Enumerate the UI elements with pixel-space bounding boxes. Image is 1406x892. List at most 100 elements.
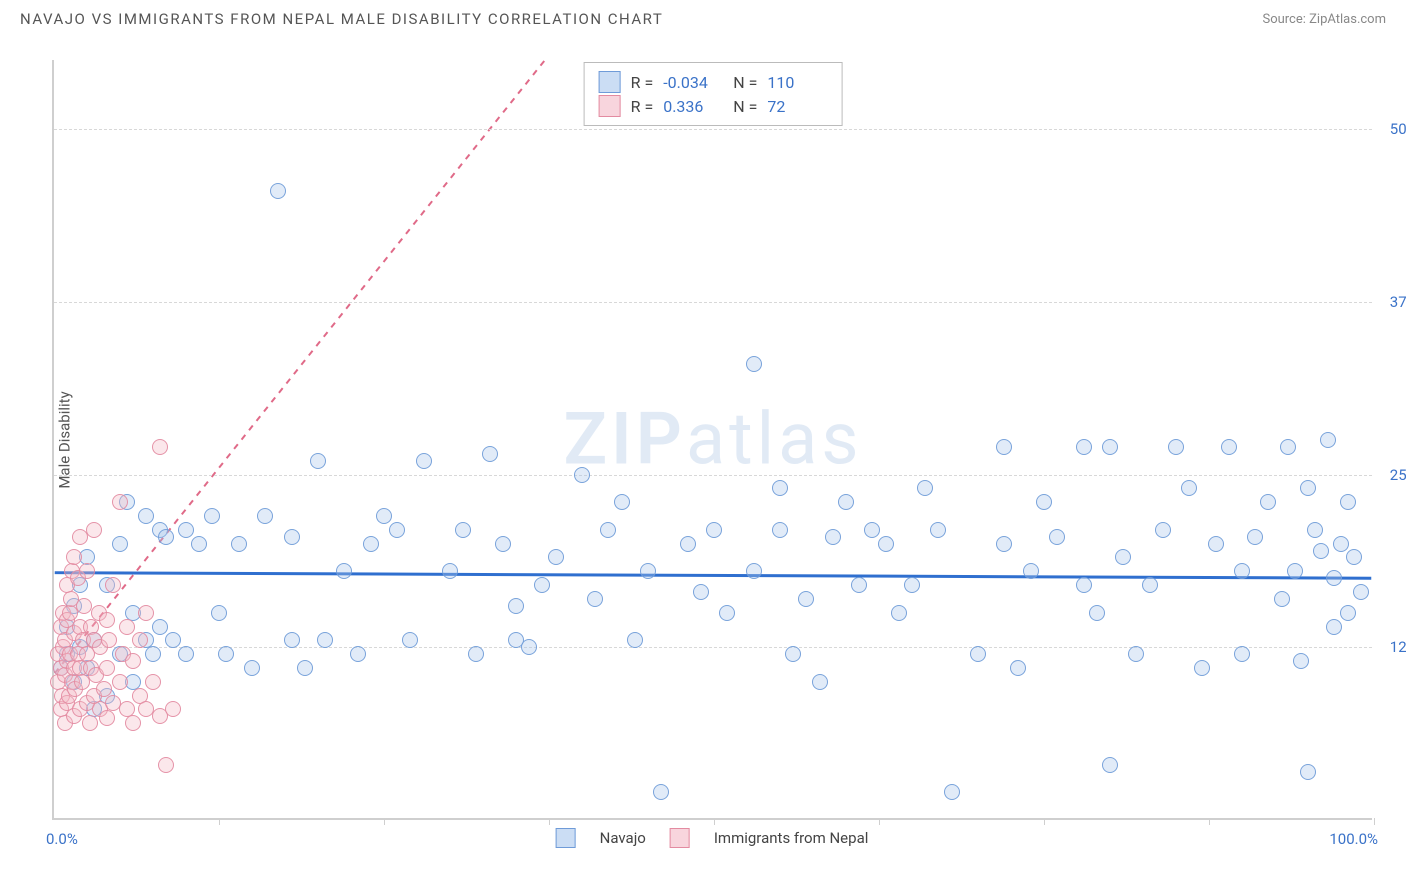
data-point (1346, 549, 1362, 565)
legend-label-nepal: Immigrants from Nepal (714, 829, 869, 847)
data-point (1333, 536, 1349, 552)
data-point (99, 660, 115, 676)
data-point (82, 715, 98, 731)
data-point (317, 632, 333, 648)
data-point (1287, 563, 1303, 579)
stat-n-nepal: 72 (767, 97, 827, 116)
stat-n-navajo: 110 (767, 73, 827, 92)
data-point (79, 563, 95, 579)
data-point (996, 536, 1012, 552)
y-tick-label: 37.5% (1390, 293, 1406, 311)
source-label: Source: ZipAtlas.com (1262, 12, 1386, 27)
x-tick (1209, 818, 1210, 825)
data-point (1102, 439, 1118, 455)
data-point (105, 577, 121, 593)
x-tick (1044, 818, 1045, 825)
data-point (145, 674, 161, 690)
data-point (1128, 646, 1144, 662)
data-point (917, 480, 933, 496)
data-point (1010, 660, 1026, 676)
data-point (402, 632, 418, 648)
data-point (270, 183, 286, 199)
data-point (640, 563, 656, 579)
data-point (455, 522, 471, 538)
data-point (1234, 563, 1250, 579)
data-point (798, 591, 814, 607)
grid-line (54, 647, 1372, 648)
x-tick (1374, 818, 1375, 825)
data-point (152, 439, 168, 455)
data-point (1089, 605, 1105, 621)
data-point (996, 439, 1012, 455)
data-point (1340, 605, 1356, 621)
data-point (1293, 653, 1309, 669)
stats-row-nepal: R = 0.336 N = 72 (599, 95, 828, 117)
data-point (1300, 764, 1316, 780)
data-point (706, 522, 722, 538)
data-point (1076, 439, 1092, 455)
data-point (970, 646, 986, 662)
data-point (350, 646, 366, 662)
data-point (125, 715, 141, 731)
stat-r-nepal: 0.336 (663, 97, 723, 116)
x-tick (879, 818, 880, 825)
stat-n-label: N = (733, 97, 757, 116)
stat-r-label: R = (631, 73, 654, 92)
data-point (158, 757, 174, 773)
data-point (1036, 494, 1052, 510)
data-point (878, 536, 894, 552)
data-point (1023, 563, 1039, 579)
swatch-navajo (599, 71, 621, 93)
data-point (310, 453, 326, 469)
data-point (101, 632, 117, 648)
data-point (534, 577, 550, 593)
legend-label-navajo: Navajo (600, 829, 646, 847)
grid-line (54, 475, 1372, 476)
data-point (297, 660, 313, 676)
bottom-legend: Navajo Immigrants from Nepal (556, 828, 869, 848)
data-point (1300, 480, 1316, 496)
data-point (772, 480, 788, 496)
x-tick (714, 818, 715, 825)
data-point (119, 619, 135, 635)
data-point (1340, 494, 1356, 510)
data-point (746, 356, 762, 372)
data-point (284, 632, 300, 648)
data-point (1155, 522, 1171, 538)
data-point (284, 529, 300, 545)
x-tick-label-min: 0.0% (46, 830, 78, 848)
data-point (416, 453, 432, 469)
data-point (1142, 577, 1158, 593)
trend-line (55, 573, 1372, 579)
data-point (864, 522, 880, 538)
data-point (1221, 439, 1237, 455)
data-point (125, 653, 141, 669)
data-point (891, 605, 907, 621)
data-point (389, 522, 405, 538)
data-point (1076, 577, 1092, 593)
data-point (825, 529, 841, 545)
data-point (165, 632, 181, 648)
data-point (211, 605, 227, 621)
data-point (521, 639, 537, 655)
data-point (178, 522, 194, 538)
data-point (1260, 494, 1276, 510)
data-point (719, 605, 735, 621)
data-point (482, 446, 498, 462)
trend-line (55, 60, 1372, 673)
stats-box: R = -0.034 N = 110 R = 0.336 N = 72 (584, 62, 843, 126)
data-point (86, 522, 102, 538)
data-point (336, 563, 352, 579)
data-point (772, 522, 788, 538)
chart-title: NAVAJO VS IMMIGRANTS FROM NEPAL MALE DIS… (20, 10, 663, 28)
data-point (587, 591, 603, 607)
data-point (574, 467, 590, 483)
y-tick-label: 12.5% (1390, 638, 1406, 656)
data-point (1102, 757, 1118, 773)
data-point (508, 598, 524, 614)
data-point (152, 619, 168, 635)
data-point (851, 577, 867, 593)
data-point (165, 701, 181, 717)
data-point (1234, 646, 1250, 662)
data-point (257, 508, 273, 524)
